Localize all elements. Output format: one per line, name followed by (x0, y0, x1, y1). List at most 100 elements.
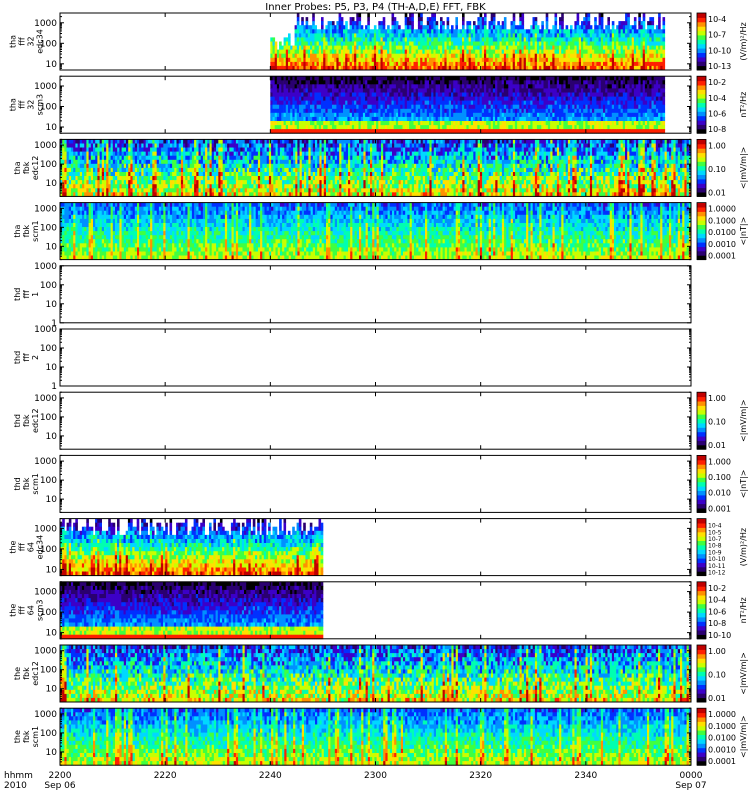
colorbar-label: 10-4 (708, 94, 726, 103)
spectrogram-cell (447, 17, 450, 22)
spectrogram-cell (288, 33, 291, 38)
spectrogram-cell (555, 54, 558, 59)
y-tick-label: 10 (46, 60, 58, 70)
colorbar-label: 10-6 (708, 110, 726, 119)
spectrogram-cell (555, 88, 558, 93)
colorbar-swatch (697, 85, 706, 90)
spectrogram-cell (341, 21, 344, 26)
spectrogram-cell (418, 33, 421, 38)
spectrogram-cell (486, 80, 489, 85)
spectrogram-cell (623, 84, 626, 89)
spectrogram-cell (411, 25, 414, 30)
spectrogram-cell (486, 97, 489, 102)
spectrogram-cell (541, 21, 544, 26)
spectrogram-cell (555, 29, 558, 34)
spectrogram-cell (350, 25, 353, 30)
spectrogram-cell (513, 17, 516, 22)
spectrogram-cell (469, 25, 472, 30)
spectrogram-cell (504, 21, 507, 26)
chart-title: Inner Probes: P5, P3, P4 (TH-A,D,E) FFT,… (265, 2, 486, 13)
spectrogram-cell (281, 101, 284, 106)
spectrogram-cell (433, 13, 436, 18)
spectrogram-cell (350, 113, 353, 118)
spectrogram-cell (484, 13, 487, 18)
spectrogram-cell (418, 84, 421, 89)
spectrogram-cell (561, 13, 564, 18)
colorbar-swatch (697, 111, 706, 116)
spectrogram-cell (555, 80, 558, 85)
spectrogram-cell (588, 21, 591, 26)
spectrogram-cell (462, 13, 465, 18)
spectrogram-cell (486, 121, 489, 126)
spectrogram-cell (281, 93, 284, 98)
spectrogram-cell (281, 125, 284, 130)
spectrogram-cell (418, 113, 421, 118)
spectrogram-cell (350, 21, 353, 26)
spectrogram-cell (555, 76, 558, 81)
spectrogram-cell (663, 93, 666, 98)
spectrogram-cell (627, 17, 630, 22)
spectrogram-cell (314, 25, 317, 30)
spectrogram-cell (634, 21, 637, 26)
spectrogram-cell (663, 33, 666, 38)
spectrogram-cell (623, 93, 626, 98)
colorbar-label: 10-2 (708, 78, 726, 87)
y-tick-label: 1000 (34, 82, 57, 92)
spectrogram-2 (270, 76, 665, 133)
spectrogram-cell (297, 13, 300, 18)
spectrogram-cell (658, 21, 661, 26)
spectrogram-cell (555, 25, 558, 30)
spectrogram-cell (555, 21, 558, 26)
spectrogram-cell (281, 62, 284, 67)
spectrogram-cell (451, 25, 454, 30)
spectrogram-cell (418, 125, 421, 130)
spectrogram-cell (383, 25, 386, 30)
spectrogram-cell (546, 25, 549, 30)
spectrogram-cell (418, 17, 421, 22)
spectrogram-cell (535, 17, 538, 22)
colorbar-swatch (697, 31, 706, 36)
spectrogram-cell (297, 21, 300, 26)
spectrogram-cell (411, 13, 414, 18)
spectrogram-cell (663, 62, 666, 67)
spectrogram-cell (418, 88, 421, 93)
spectrogram-cell (359, 21, 362, 26)
spectrogram-cell (555, 58, 558, 63)
spectrogram-cell (601, 25, 604, 30)
spectrogram-cell (301, 21, 304, 26)
spectrogram-cell (367, 21, 370, 26)
spectrogram-cell (321, 21, 324, 26)
spectrogram-cell (367, 25, 370, 30)
spectrogram-cell (281, 58, 284, 63)
spectrogram-cell (418, 80, 421, 85)
spectrogram-cell (281, 88, 284, 93)
spectrogram-cell (623, 54, 626, 59)
spectrogram-cell (312, 21, 315, 26)
spectrogram-cell (623, 42, 626, 47)
spectrogram-cell (663, 80, 666, 85)
spectrogram-cell (623, 33, 626, 38)
spectrogram-cell (607, 17, 610, 22)
spectrogram-cell (418, 121, 421, 126)
ylabel-line: scm3 (36, 94, 45, 115)
colorbar-label: 10-10 (708, 46, 731, 55)
spectrogram-cell (418, 93, 421, 98)
spectrogram-cell (273, 37, 276, 42)
spectrogram-cell (504, 17, 507, 22)
spectrogram-cell (561, 17, 564, 22)
spectrogram-cell (643, 13, 646, 18)
spectrogram-cell (663, 105, 666, 110)
ylabel-line: fff (18, 37, 27, 46)
spectrogram-cell (555, 33, 558, 38)
spectrogram-cell (281, 105, 284, 110)
spectrogram-cell (493, 21, 496, 26)
spectrogram-cell (281, 117, 284, 122)
colorbar-swatch (697, 53, 706, 58)
spectrogram-cell (455, 21, 458, 26)
spectrogram-cell (281, 80, 284, 85)
spectrogram-cell (663, 109, 666, 114)
spectrogram-cell (462, 21, 465, 26)
spectrogram-cell (623, 21, 626, 26)
spectrogram-cell (663, 121, 666, 126)
colorbar-swatch (697, 103, 706, 108)
